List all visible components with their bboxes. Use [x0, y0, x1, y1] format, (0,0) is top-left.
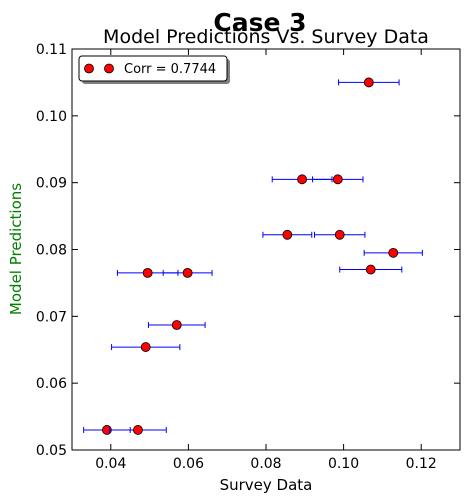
- plot-area: [83, 77, 423, 435]
- legend-box: [78, 55, 228, 82]
- y-tick-label-1: 0.06: [36, 376, 67, 392]
- x-axis-label: Survey Data: [220, 476, 313, 494]
- data-point-6: [339, 264, 403, 275]
- legend-marker: [104, 63, 114, 74]
- data-point-3: [262, 229, 313, 240]
- marker-9: [171, 320, 182, 330]
- legend-label: Corr = 0.7744: [124, 62, 216, 77]
- data-point-4: [314, 229, 366, 240]
- x-tick-label-4: 0.12: [406, 456, 437, 472]
- y-tick-label-2: 0.07: [36, 309, 67, 325]
- legend: Corr = 0.7744: [78, 55, 230, 84]
- x-tick-label-3: 0.10: [328, 456, 359, 472]
- y-tick-label-5: 0.10: [36, 109, 67, 125]
- chart-suptitle: Case 3: [213, 8, 306, 37]
- data-point-10: [111, 342, 181, 352]
- data-point-0: [338, 77, 400, 88]
- marker-2: [332, 174, 343, 185]
- marker-3: [282, 229, 293, 240]
- data-point-12: [109, 425, 167, 435]
- marker-6: [365, 264, 376, 275]
- marker-8: [182, 267, 193, 278]
- chart-title: Model Predictions Vs. Survey Data: [103, 26, 429, 48]
- y-tick-label-3: 0.08: [36, 243, 67, 259]
- y-axis-label: Model Predictions: [7, 183, 25, 315]
- y-tick-label-4: 0.09: [36, 176, 67, 192]
- x-axis: 0.04 0.06 0.08 0.10 0.12: [95, 49, 437, 472]
- x-tick-label-1: 0.06: [173, 456, 204, 472]
- y-tick-label-6: 0.11: [36, 42, 67, 58]
- data-point-2: [312, 174, 364, 185]
- legend-marker: [84, 63, 94, 74]
- marker-0: [363, 77, 374, 88]
- y-axis: 0.05 0.06 0.07 0.08 0.09 0.10 0.11: [36, 42, 460, 459]
- data-point-8: [162, 267, 213, 278]
- x-tick-label-0: 0.04: [95, 456, 126, 472]
- marker-1: [297, 174, 307, 185]
- x-tick-label-2: 0.08: [250, 456, 281, 472]
- marker-5: [388, 247, 399, 258]
- marker-4: [334, 229, 345, 240]
- marker-7: [142, 267, 153, 278]
- data-point-5: [363, 247, 423, 258]
- marker-10: [140, 342, 151, 352]
- data-point-9: [147, 320, 206, 330]
- marker-12: [133, 425, 143, 435]
- y-tick-label-0: 0.05: [36, 443, 67, 459]
